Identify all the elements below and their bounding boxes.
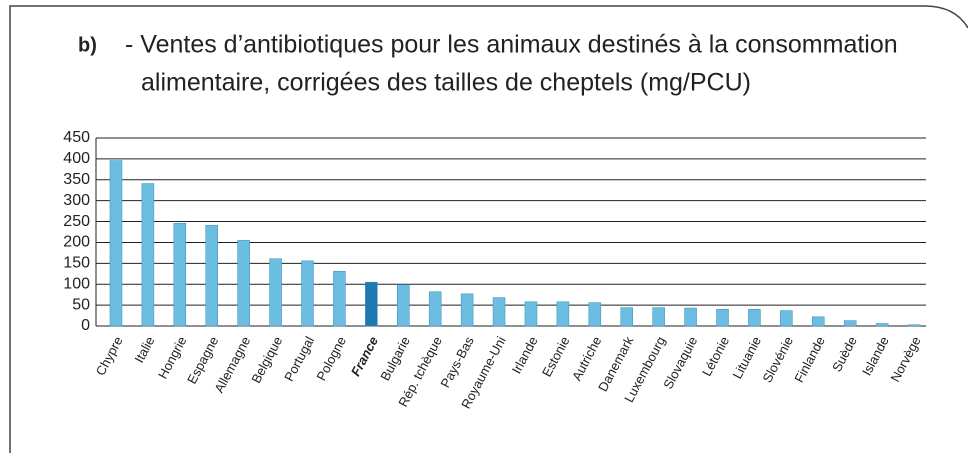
chart-title: - Ventes d’antibiotiques pour les animau…	[125, 31, 898, 59]
chart-title: alimentaire, corrigées des tailles de ch…	[141, 69, 751, 97]
bar	[333, 271, 346, 327]
x-tick-label: Chypre	[93, 334, 126, 378]
bar	[301, 260, 314, 327]
x-tick-label: Portugal	[281, 334, 317, 384]
bar	[141, 183, 155, 327]
y-tick-label: 300	[63, 192, 90, 209]
x-tick-label: Finlande	[791, 334, 828, 385]
bar	[716, 309, 729, 327]
x-tick-label: Norvège	[887, 334, 923, 384]
x-tick-label: Suède	[829, 334, 860, 374]
bar	[524, 301, 538, 327]
x-tick-label: France	[348, 334, 381, 379]
y-tick-label: 450	[63, 129, 90, 146]
bar	[460, 293, 474, 327]
bar	[588, 302, 602, 327]
x-tick-label: Autriche	[569, 334, 605, 383]
x-tick-label: Létonie	[699, 334, 732, 379]
bar	[907, 324, 921, 327]
x-tick-label: Lituanie	[729, 334, 764, 381]
bar	[365, 281, 378, 327]
x-tick-label: Hongrie	[155, 334, 190, 381]
y-tick-label: 350	[63, 171, 90, 188]
bar	[812, 316, 825, 327]
bar	[556, 301, 570, 327]
y-tick-label: 0	[81, 317, 90, 334]
bar	[748, 309, 761, 327]
bar	[205, 225, 218, 327]
x-tick-label: Estonie	[539, 334, 573, 379]
x-tick-label: Irlande	[509, 334, 541, 376]
frame	[9, 5, 968, 453]
x-tick-label: Italie	[131, 334, 157, 365]
bar	[269, 258, 282, 327]
bar	[237, 240, 250, 327]
bar	[492, 297, 506, 327]
y-tick-label: 100	[63, 275, 90, 292]
bar	[684, 307, 697, 327]
chart-label: b)	[78, 34, 97, 56]
bar	[652, 307, 665, 327]
bar	[109, 160, 123, 327]
y-tick-label: 150	[63, 255, 90, 272]
bar	[428, 291, 442, 327]
bar	[843, 320, 857, 327]
y-tick-label: 200	[63, 234, 90, 251]
y-tick-label: 50	[72, 296, 90, 313]
bar	[875, 323, 889, 327]
bar	[397, 284, 410, 327]
x-tick-label: Pologne	[313, 334, 349, 383]
y-tick-label: 400	[63, 150, 90, 167]
bar	[173, 222, 187, 327]
x-tick-label: Belgique	[248, 334, 285, 386]
bar	[620, 307, 633, 327]
y-tick-label: 250	[63, 213, 90, 230]
x-tick-label: Bulgarie	[377, 334, 413, 383]
x-tick-label: Islande	[859, 334, 892, 378]
bar	[780, 310, 793, 327]
